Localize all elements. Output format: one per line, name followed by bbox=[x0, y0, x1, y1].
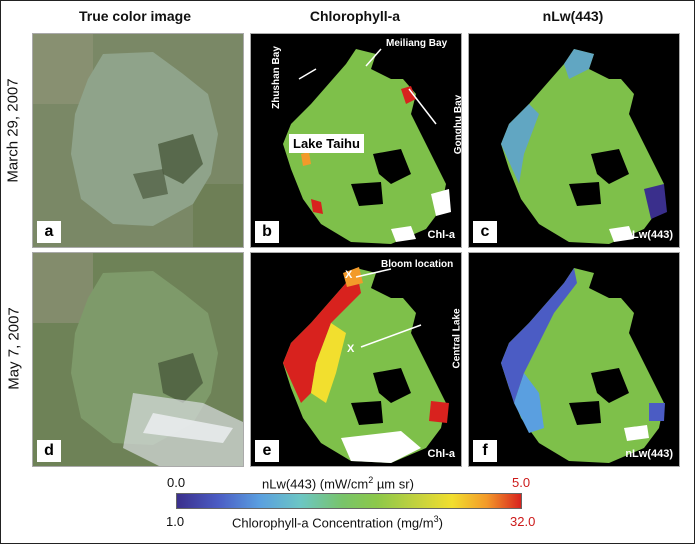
column-title-nlw: nLw(443) bbox=[542, 8, 604, 24]
panel-label-d: d bbox=[37, 440, 61, 462]
nlw-map-march bbox=[469, 34, 679, 247]
label-bloom-location: Bloom location bbox=[381, 259, 454, 270]
nlw-map-may bbox=[469, 253, 679, 466]
panel-e-chlorophyll: X X Bloom location Central Lake e Chl-a bbox=[250, 252, 462, 467]
panel-note-c: nLw(443) bbox=[625, 229, 673, 241]
panel-a-true-color: a bbox=[32, 33, 244, 248]
panel-note-f: nLw(443) bbox=[625, 448, 673, 460]
label-zhushan-bay: Zhushan Bay bbox=[270, 46, 282, 109]
satellite-image-march bbox=[33, 34, 243, 247]
panel-label-e: e bbox=[255, 440, 279, 462]
panel-label-b: b bbox=[255, 221, 279, 243]
nlw-axis-label: nLw(443) (mW/cm2 µm sr) bbox=[262, 475, 414, 492]
panel-label-f: f bbox=[473, 440, 497, 462]
panel-b-chlorophyll: Meiliang Bay Zhushan Bay Gonghu Bay Lake… bbox=[250, 33, 462, 248]
column-title-true-color: True color image bbox=[78, 8, 192, 24]
row-title-may: May 7, 2007 bbox=[5, 307, 23, 390]
nlw-min-tick: 0.0 bbox=[167, 475, 186, 490]
label-lake-taihu: Lake Taihu bbox=[289, 134, 364, 153]
chl-min-tick: 1.0 bbox=[166, 514, 185, 529]
label-central-lake: Central Lake bbox=[451, 308, 462, 369]
row-title-march: March 29, 2007 bbox=[4, 78, 22, 183]
chlorophyll-map-may bbox=[251, 253, 461, 466]
panel-label-c: c bbox=[473, 221, 497, 243]
central-x-mark: X bbox=[347, 343, 355, 355]
nlw-max-tick: 5.0 bbox=[512, 475, 531, 490]
panel-d-true-color: d bbox=[32, 252, 244, 467]
column-title-chlorophyll: Chlorophyll-a bbox=[309, 8, 401, 24]
label-gonghu-bay: Gonghu Bay bbox=[453, 94, 462, 155]
panel-c-nlw: c nLw(443) bbox=[468, 33, 680, 248]
panel-label-a: a bbox=[37, 221, 61, 243]
bloom-x-mark: X bbox=[345, 269, 353, 281]
panel-f-nlw: f nLw(443) bbox=[468, 252, 680, 467]
satellite-image-may bbox=[33, 253, 243, 466]
panel-note-b: Chl-a bbox=[427, 229, 456, 241]
label-meiliang-bay: Meiliang Bay bbox=[386, 38, 448, 49]
chl-axis-label: Chlorophyll-a Concentration (mg/m3) bbox=[232, 514, 443, 531]
colorbar bbox=[176, 493, 522, 509]
panel-note-e: Chl-a bbox=[427, 448, 456, 460]
chl-max-tick: 32.0 bbox=[510, 514, 536, 529]
